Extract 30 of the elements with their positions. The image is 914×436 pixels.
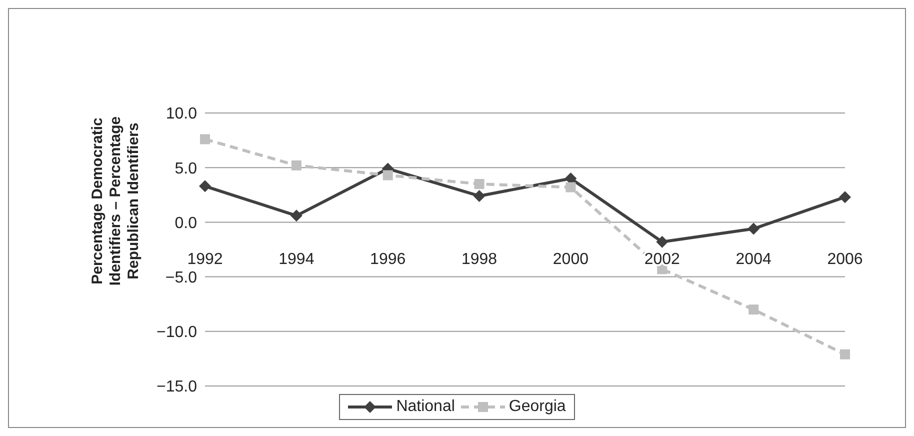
y-axis-title: Percentage Democratic Identifiers – Percentage Republican Identifiers bbox=[88, 115, 143, 288]
x-tick-label: 1996 bbox=[370, 251, 406, 268]
y-tick-label: 5.0 bbox=[174, 160, 198, 178]
x-tick-label: 2002 bbox=[644, 251, 680, 268]
point bbox=[199, 180, 211, 192]
point bbox=[290, 210, 302, 222]
point bbox=[566, 182, 576, 192]
x-tick-label: 2000 bbox=[552, 251, 589, 268]
y-tick-label: −15.0 bbox=[156, 378, 198, 396]
x-tick-label: 1994 bbox=[278, 251, 314, 268]
x-tick-label: 2006 bbox=[827, 251, 863, 268]
x-tick-label: 1992 bbox=[187, 251, 223, 268]
x-tick-label: 2004 bbox=[736, 251, 772, 268]
point bbox=[748, 222, 760, 235]
legend-label: Georgia bbox=[508, 398, 566, 416]
y-tick-label: 0.0 bbox=[174, 214, 198, 232]
point bbox=[291, 160, 302, 170]
legend-label: National bbox=[395, 398, 455, 416]
y-tick-label: 10.0 bbox=[166, 106, 198, 123]
point bbox=[473, 190, 486, 202]
point bbox=[382, 170, 393, 180]
point bbox=[200, 134, 210, 144]
point bbox=[839, 191, 851, 204]
y-tick-label: −10.0 bbox=[156, 324, 198, 342]
point bbox=[474, 178, 484, 189]
x-tick-label: 1998 bbox=[461, 251, 498, 268]
point bbox=[748, 304, 759, 315]
point bbox=[656, 236, 668, 248]
y-tick-label: −5.0 bbox=[165, 269, 198, 286]
point bbox=[840, 349, 850, 360]
